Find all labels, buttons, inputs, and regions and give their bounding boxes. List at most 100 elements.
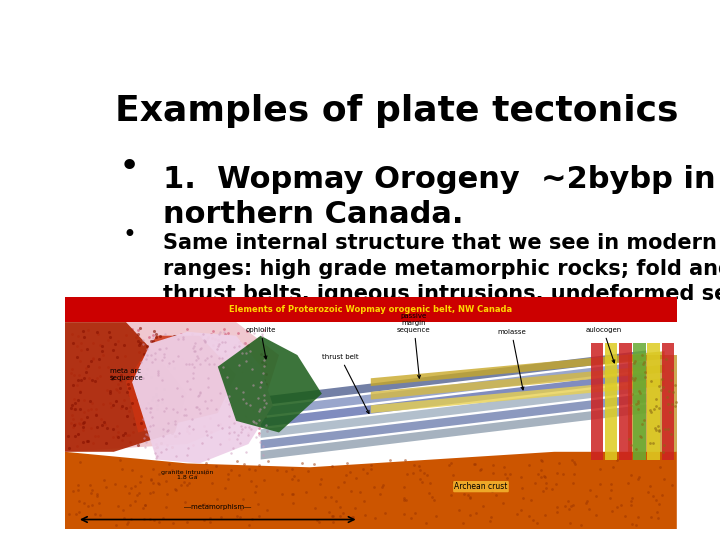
Point (232, 328, 243, 337)
Point (258, 391, 270, 400)
Point (629, 356, 641, 365)
Point (145, 350, 157, 359)
Point (199, 396, 211, 405)
Point (296, 459, 307, 468)
Point (660, 425, 671, 434)
Point (646, 513, 657, 522)
Point (332, 482, 343, 491)
Point (186, 330, 198, 339)
Point (626, 401, 637, 409)
Point (250, 418, 261, 427)
Point (111, 521, 122, 529)
Point (152, 395, 163, 404)
Point (516, 483, 528, 492)
Point (227, 443, 238, 452)
Point (75, 339, 86, 347)
Point (201, 431, 212, 440)
Point (65, 404, 76, 413)
Point (258, 356, 269, 365)
Point (66, 364, 78, 373)
Point (485, 513, 497, 522)
Point (74, 387, 86, 396)
Point (132, 441, 144, 449)
Point (253, 429, 264, 438)
Point (288, 490, 300, 498)
Point (166, 465, 177, 474)
Point (261, 399, 272, 408)
Point (161, 404, 172, 413)
Point (234, 513, 246, 522)
Point (650, 395, 662, 403)
Point (634, 388, 646, 397)
Point (468, 460, 480, 468)
Point (143, 402, 154, 411)
Point (148, 326, 159, 335)
Point (608, 463, 619, 471)
Polygon shape (261, 383, 647, 438)
Point (71, 342, 83, 351)
Point (527, 515, 539, 524)
Point (148, 334, 159, 342)
Point (189, 351, 201, 360)
Point (191, 352, 202, 360)
Point (179, 497, 191, 506)
Point (653, 404, 665, 413)
Point (314, 480, 325, 488)
Point (639, 367, 651, 376)
Point (82, 501, 94, 510)
Point (300, 488, 312, 496)
Bar (65, 297, 677, 322)
Point (223, 435, 235, 444)
Point (81, 413, 92, 421)
Point (90, 411, 102, 420)
Polygon shape (65, 322, 187, 452)
Point (192, 354, 203, 363)
Point (210, 363, 221, 372)
Point (202, 374, 213, 382)
Point (207, 340, 219, 349)
Point (523, 511, 535, 520)
Point (72, 485, 84, 494)
Point (366, 461, 377, 469)
Point (200, 459, 212, 468)
Point (476, 465, 487, 474)
Point (143, 350, 155, 359)
Point (250, 433, 261, 442)
Point (171, 408, 183, 417)
Point (400, 496, 411, 504)
Point (235, 438, 246, 447)
Point (158, 349, 169, 358)
Point (358, 496, 369, 505)
Point (169, 416, 181, 425)
Point (189, 339, 201, 347)
Point (181, 481, 193, 489)
Point (145, 377, 156, 386)
Point (197, 392, 209, 400)
Point (315, 475, 327, 483)
Point (529, 479, 541, 488)
Point (369, 514, 380, 522)
Point (168, 332, 180, 341)
Point (254, 438, 266, 447)
Point (100, 482, 112, 491)
Point (143, 408, 154, 417)
Point (155, 448, 166, 457)
Point (198, 516, 210, 524)
Point (185, 414, 197, 423)
Point (605, 480, 616, 488)
Point (221, 373, 233, 382)
Point (204, 414, 215, 423)
Point (121, 519, 132, 528)
Point (133, 404, 145, 413)
Point (128, 420, 140, 429)
Point (107, 424, 119, 433)
Point (120, 404, 131, 413)
Point (309, 503, 320, 512)
Point (190, 356, 202, 364)
Point (490, 490, 502, 499)
Point (84, 481, 96, 490)
Point (484, 516, 495, 525)
Point (214, 352, 225, 361)
Point (72, 481, 84, 489)
Point (91, 422, 103, 431)
